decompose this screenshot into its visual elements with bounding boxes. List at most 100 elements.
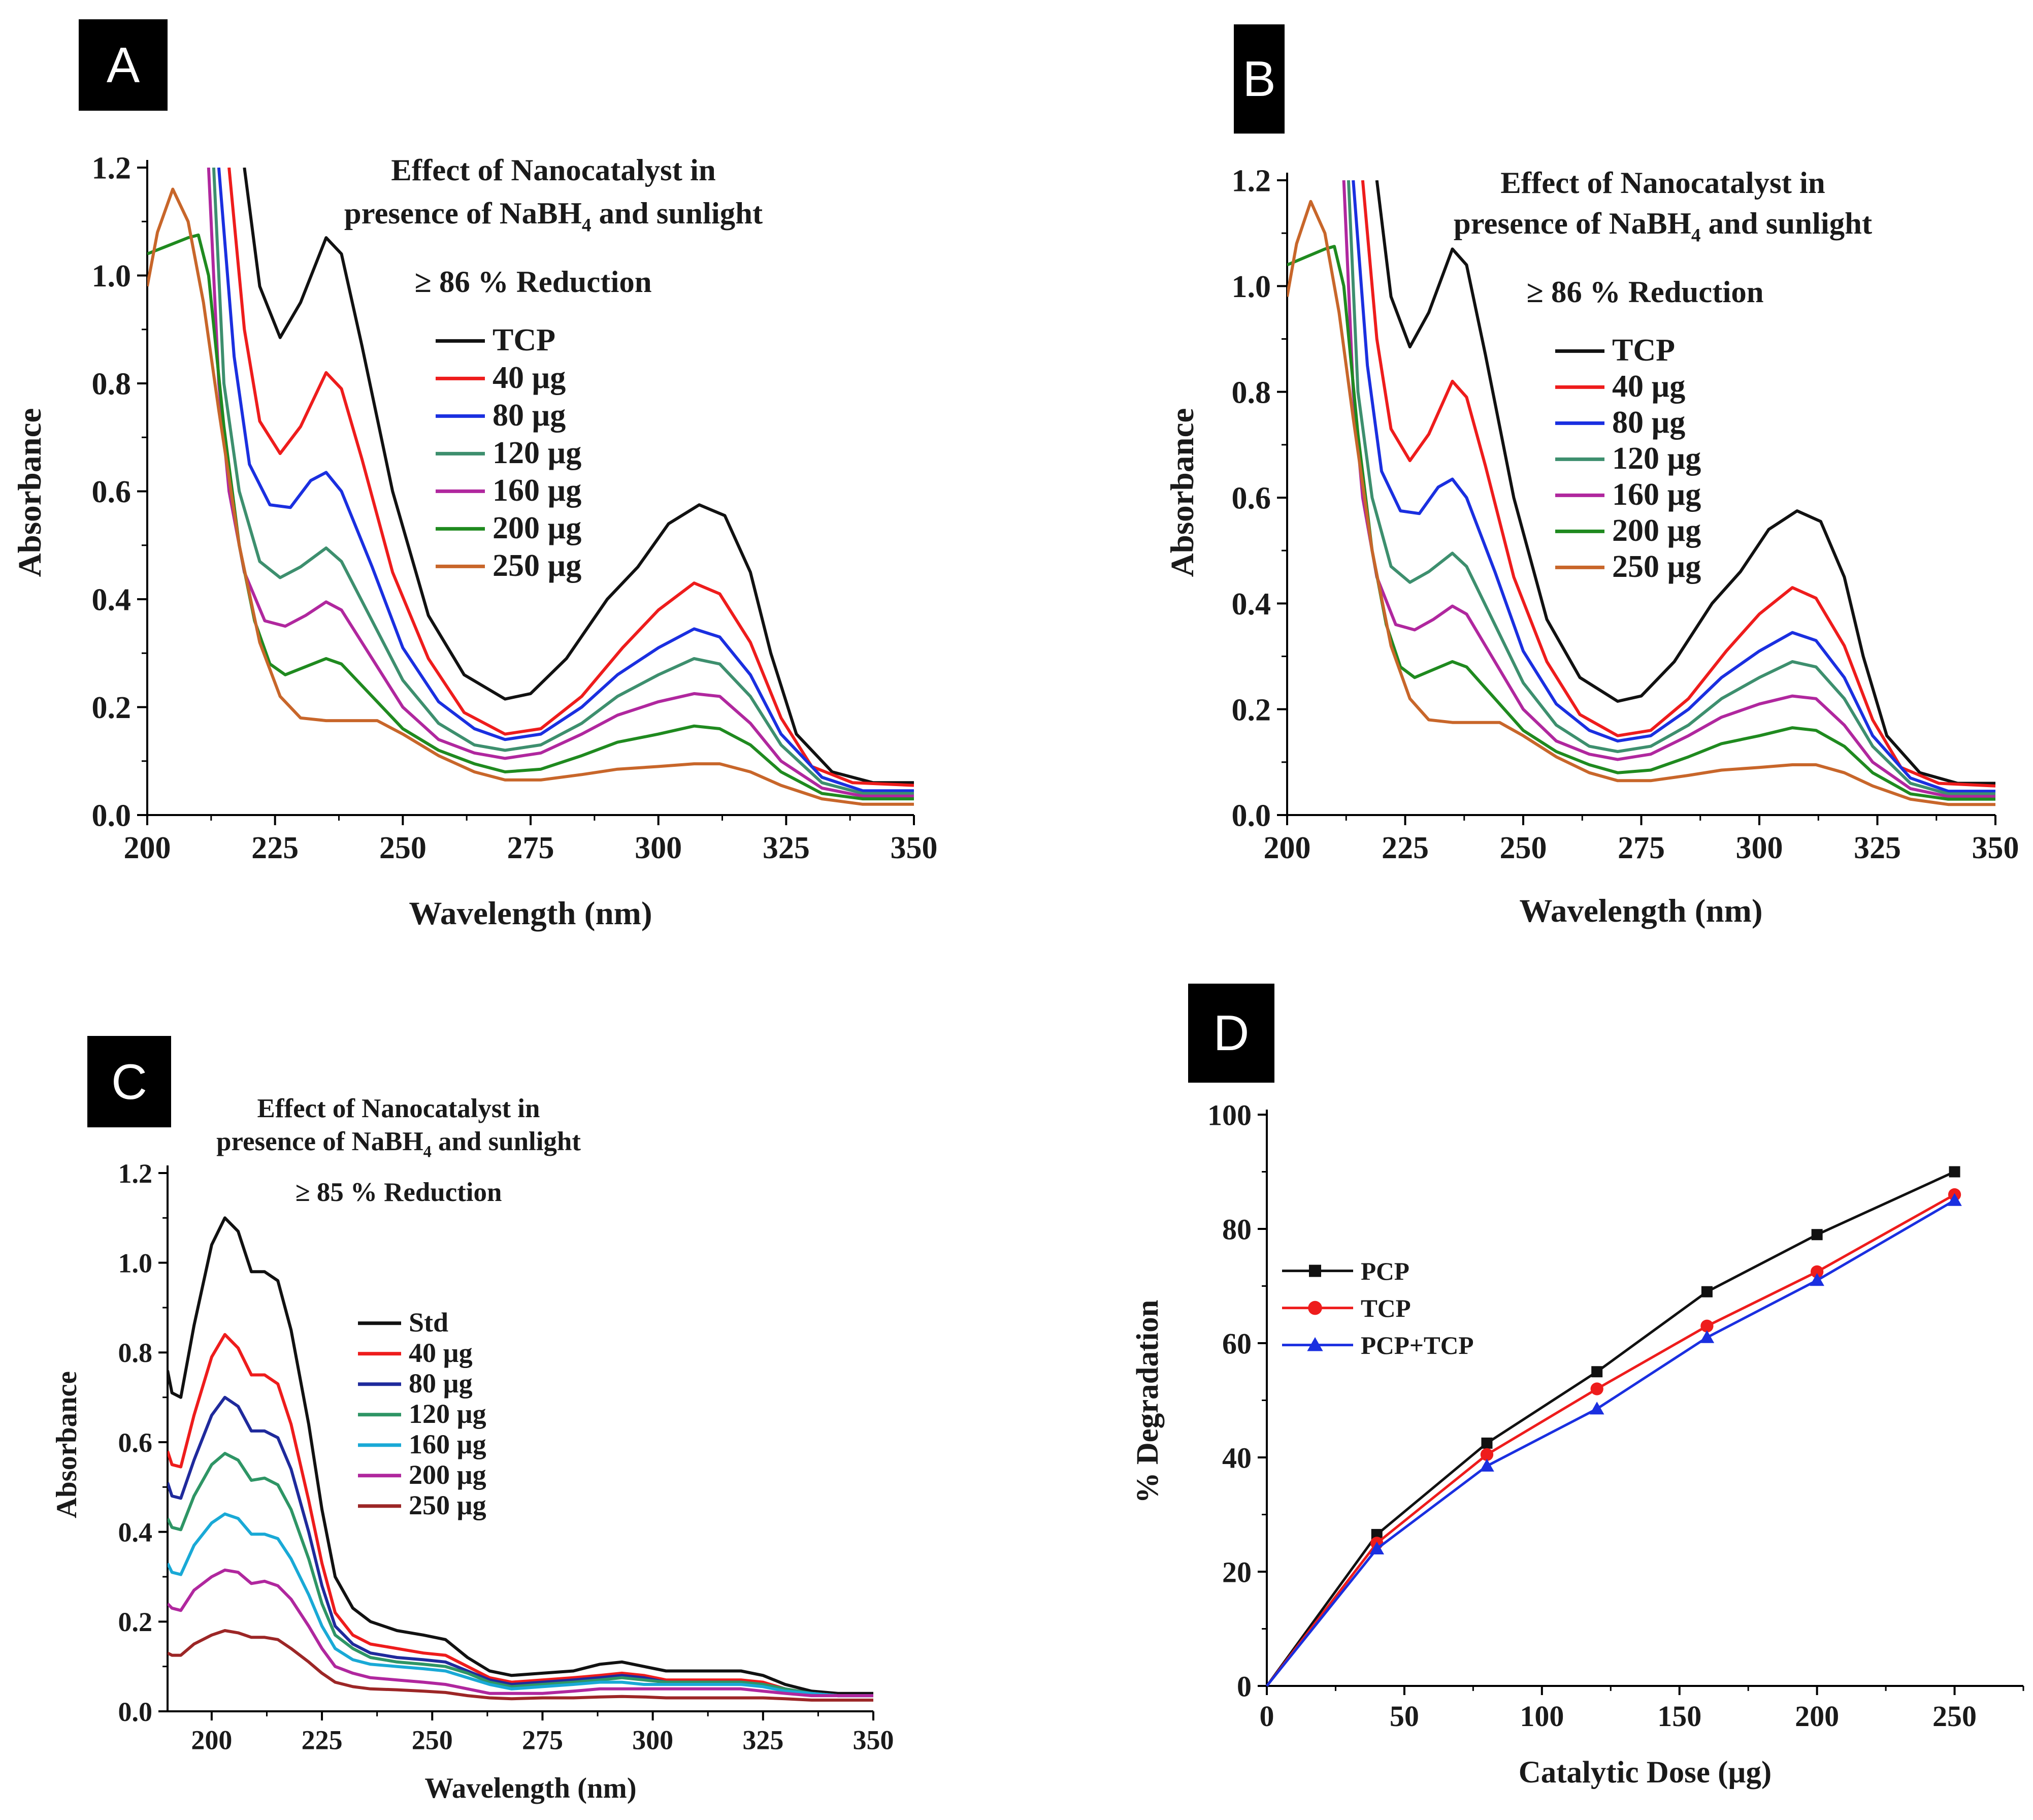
data-point-triangle: [1369, 1541, 1385, 1554]
y-tick-label: 0.2: [118, 1607, 153, 1637]
legend-label: 40 µg: [409, 1338, 473, 1368]
legend-label: TCP: [1612, 333, 1675, 368]
y-tick-label: 1.2: [92, 151, 132, 186]
chart-title-line2: presence of NaBH4 and sunlight: [216, 1127, 581, 1161]
chart-b: 200 225 250 275 300 325 350 0.0 0.2 0.4 0.6 0.8 1.0 1…: [1164, 164, 2019, 929]
y-tick-label: 0.8: [1232, 375, 1271, 410]
chart-title-line2: presence of NaBH4 and sunlight: [1454, 207, 1872, 246]
x-axis-label: Wavelength (nm): [409, 895, 652, 932]
series-line: [1265, 1171, 1955, 1687]
series-line: [168, 1333, 873, 1698]
series-line: [168, 1452, 873, 1698]
series-line: [1287, 245, 1995, 801]
panel-label-b: B: [1234, 24, 1285, 134]
legend-label: PCP+TCP: [1361, 1331, 1474, 1359]
data-point-square: [1481, 1437, 1493, 1449]
y-tick-label: 0.0: [118, 1697, 153, 1727]
data-point-circle: [1480, 1448, 1494, 1461]
title-subscript: 4: [1691, 225, 1701, 246]
series-line: [1342, 180, 1995, 798]
y-axis-label: % Degradation: [1131, 1300, 1165, 1504]
title-subscript: 4: [423, 1143, 432, 1161]
legend-label: 120 µg: [409, 1399, 486, 1429]
x-tick-label: 350: [1972, 831, 2019, 865]
legend-label: TCP: [1361, 1294, 1411, 1322]
y-tick-label: 1.2: [1232, 164, 1271, 199]
legend-label: 250 µg: [409, 1490, 486, 1520]
series-line: [243, 168, 914, 785]
title-part: and sunlight: [432, 1127, 581, 1156]
x-axis-label: Catalytic Dose (µg): [1519, 1756, 1772, 1790]
y-tick-label: 0.6: [92, 475, 132, 509]
x-tick-label: 100: [1520, 1700, 1564, 1733]
legend-label: 40 µg: [1612, 369, 1685, 404]
y-tick-label: 1.2: [118, 1158, 153, 1189]
panel-label-d: D: [1188, 984, 1274, 1083]
legend-label: 160 µg: [1612, 477, 1701, 512]
chart-title-line1: Effect of Nanocatalyst in: [257, 1094, 540, 1123]
data-point-circle: [1590, 1382, 1603, 1395]
x-axis-label: Wavelength (nm): [1519, 893, 1762, 929]
x-tick-label: 300: [635, 831, 682, 865]
legend-label: PCP: [1361, 1257, 1409, 1285]
series-line: [168, 1629, 873, 1702]
reduction-annotation: ≥ 85 % Reduction: [296, 1178, 502, 1207]
y-tick-label: 0.0: [1232, 799, 1271, 833]
y-tick-label: 1.0: [92, 259, 132, 294]
reduction-annotation: ≥ 86 % Reduction: [414, 265, 651, 299]
y-tick-label: 1.0: [1232, 270, 1271, 304]
legend-label: 80 µg: [1612, 405, 1685, 440]
x-tick-label: 350: [891, 831, 938, 865]
series-line: [217, 168, 914, 793]
y-tick-label: 80: [1222, 1213, 1252, 1246]
x-tick-label: 275: [507, 831, 554, 865]
y-tick-label: 0.4: [118, 1517, 153, 1548]
x-tick-label: 300: [1736, 831, 1783, 865]
x-tick-label: 50: [1390, 1700, 1419, 1733]
y-tick-label: 0.4: [1232, 587, 1271, 622]
x-tick-label: 300: [632, 1725, 673, 1756]
chart-title-line1: Effect of Nanocatalyst in: [391, 153, 715, 187]
x-tick-label: 325: [742, 1725, 783, 1756]
data-point-circle: [1700, 1319, 1714, 1332]
data-point-square: [1701, 1286, 1713, 1297]
legend-label: TCP: [493, 323, 555, 358]
series-line: [1347, 180, 1995, 796]
data-point-triangle: [1480, 1458, 1494, 1472]
x-tick-label: 325: [1854, 831, 1901, 865]
legend-label: 160 µg: [493, 473, 581, 508]
title-part: presence of NaBH: [344, 197, 582, 231]
legend-label: 200 µg: [409, 1459, 486, 1490]
chart-title-line2: presence of NaBH4 and sunlight: [344, 197, 763, 236]
series-line: [1352, 180, 1995, 793]
title-part: and sunlight: [1700, 207, 1872, 241]
legend-label: 200 µg: [1612, 513, 1701, 548]
x-tick-label: 275: [1618, 831, 1665, 865]
y-tick-label: 0.8: [118, 1338, 153, 1368]
legend-label: 80 µg: [409, 1368, 473, 1399]
x-tick-label: 150: [1657, 1700, 1701, 1733]
data-point-circle: [1308, 1301, 1322, 1315]
series-line: [168, 1512, 873, 1698]
legend-label: 80 µg: [493, 398, 566, 433]
y-tick-label: 0.6: [1232, 481, 1271, 516]
legend-label: 40 µg: [493, 361, 566, 395]
chart-c: 200 225 250 275 300 325 350 0.0 0.2 0.4 0.6 0.8 1.0 1…: [51, 1094, 894, 1804]
panel-b: B 200 225 250 275 300 325 350 0.0 0.2 0.4 0.6 0.8 1.…: [1015, 0, 2033, 955]
x-tick-label: 200: [191, 1725, 232, 1756]
data-point-triangle: [1810, 1273, 1824, 1286]
panel-c: C 200 225 250 275 300 325 350 0.0 0.2 0.4 0.6 0.8 1.…: [0, 955, 1015, 1820]
x-axis-label: Wavelength (nm): [424, 1772, 636, 1804]
panel-d: D 0 50 100 150 200 250 0 20 40 60 80 100 PCP TCP PCP+T…: [1015, 955, 2033, 1820]
data-point-triangle: [1947, 1193, 1962, 1206]
y-tick-label: 0.2: [92, 691, 132, 725]
data-point-square: [1949, 1166, 1960, 1178]
series-line: [168, 1395, 873, 1698]
y-tick-label: 1.0: [118, 1248, 153, 1279]
data-point-square: [1591, 1366, 1603, 1378]
x-tick-label: 225: [302, 1725, 343, 1756]
data-point-circle: [1810, 1265, 1824, 1279]
series-line: [147, 233, 914, 801]
panel-label-c: C: [87, 1036, 171, 1127]
series-line: [212, 168, 914, 795]
